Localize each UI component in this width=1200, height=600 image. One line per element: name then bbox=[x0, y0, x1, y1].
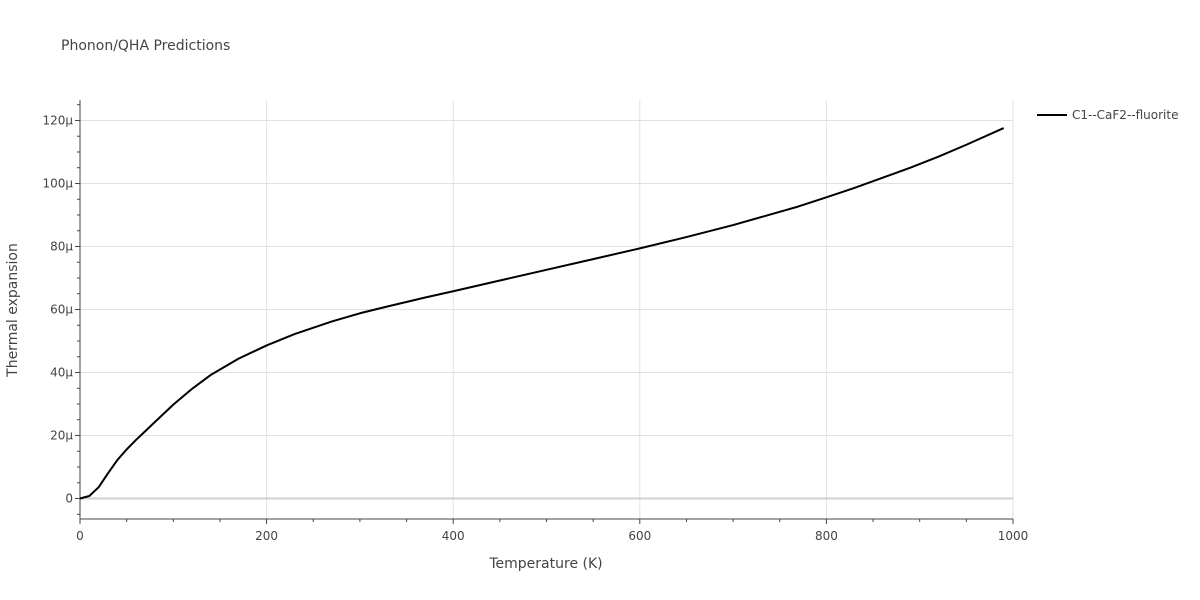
y-tick-label: 0 bbox=[65, 492, 73, 506]
y-axis-label: Thermal expansion bbox=[5, 243, 21, 378]
series-line bbox=[79, 127, 1005, 500]
y-tick-label: 40μ bbox=[50, 366, 73, 380]
axes bbox=[75, 100, 1014, 524]
x-tick-label: 200 bbox=[255, 529, 278, 543]
x-tick-label: 1000 bbox=[998, 529, 1029, 543]
x-tick-label: 600 bbox=[628, 529, 651, 543]
series-lines bbox=[79, 127, 1005, 500]
y-tick-labels: 0 20μ 40μ 60μ 80μ 100μ 120μ bbox=[42, 113, 73, 505]
x-tick-label: 0 bbox=[76, 529, 84, 543]
x-axis-label: Temperature (K) bbox=[488, 556, 602, 572]
y-tick-label: 120μ bbox=[42, 113, 73, 127]
y-tick-label: 20μ bbox=[50, 429, 73, 443]
chart-title: Phonon/QHA Predictions bbox=[61, 38, 230, 54]
x-tick-label: 800 bbox=[815, 529, 838, 543]
y-gridlines bbox=[80, 119, 1013, 500]
y-tick-label: 60μ bbox=[50, 303, 73, 317]
x-tick-label: 400 bbox=[442, 529, 465, 543]
legend-label[interactable]: C1--CaF2--fluorite bbox=[1072, 108, 1178, 122]
legend[interactable]: C1--CaF2--fluorite bbox=[1037, 108, 1178, 122]
y-tick-label: 100μ bbox=[42, 176, 73, 190]
x-tick-labels: 0 200 400 600 800 1000 bbox=[76, 529, 1028, 543]
y-tick-label: 80μ bbox=[50, 239, 73, 253]
